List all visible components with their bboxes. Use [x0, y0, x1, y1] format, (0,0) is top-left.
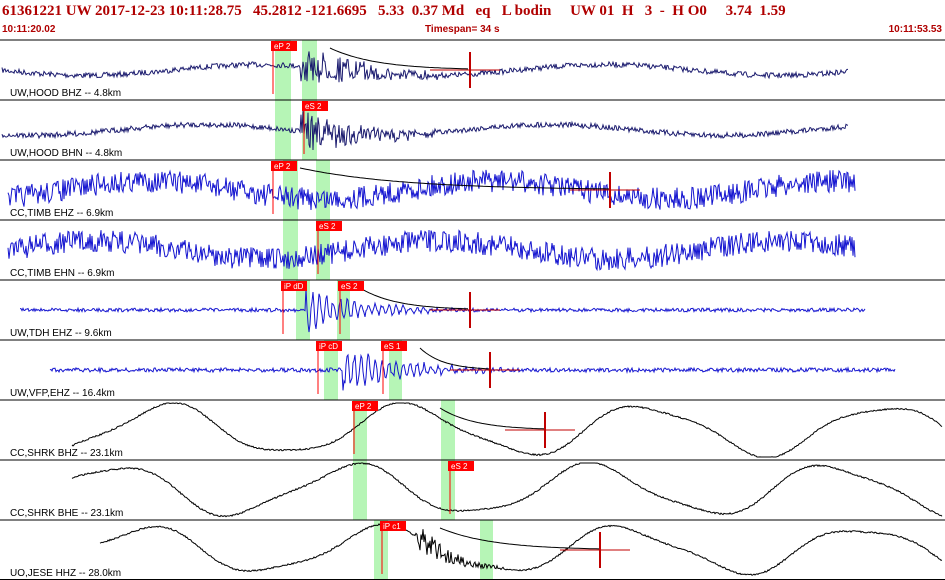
station-label: UW,TDH EHZ -- 9.6km — [10, 328, 112, 339]
trace-panel[interactable]: eS 2 CC,SHRK BHE -- 23.1km — [0, 459, 945, 520]
waveform — [71, 462, 943, 518]
station-label: CC,TIMB EHN -- 6.9km — [10, 268, 114, 279]
trace-panel[interactable]: iP dD eS 2 UW,TDH EHZ -- 9.6km — [0, 279, 945, 340]
pick-flag[interactable] — [316, 341, 342, 351]
pick-label: eP 2 — [274, 42, 291, 51]
pick-window — [480, 520, 493, 580]
pick-flag[interactable] — [338, 281, 364, 291]
station-label: CC,SHRK BHE -- 23.1km — [10, 508, 123, 519]
pick-window — [316, 220, 330, 280]
station-label: UW,VFP,EHZ -- 16.4km — [10, 388, 115, 399]
pick-window — [374, 520, 388, 580]
trace-panel[interactable]: eS 2 CC,TIMB EHN -- 6.9km — [0, 219, 945, 280]
timespan-label: Timespan= 34 s — [425, 24, 500, 35]
coda-fit-curve — [359, 287, 469, 310]
pick-label: eP 2 — [355, 402, 372, 411]
pick-window — [389, 340, 402, 400]
coda-fit-curve — [299, 167, 609, 190]
station-label: UW,HOOD BHN -- 4.8km — [10, 148, 122, 159]
waveform — [1, 51, 848, 83]
coda-fit-curve — [419, 347, 490, 370]
pick-label: eS 2 — [305, 102, 322, 111]
trace-panel[interactable]: eP 2 CC,TIMB EHZ -- 6.9km — [0, 159, 945, 220]
trace-panel[interactable]: eP 2 CC,SHRK BHZ -- 23.1km — [0, 399, 945, 460]
pick-flag[interactable] — [271, 161, 297, 171]
pick-label: eS 2 — [319, 222, 336, 231]
pick-label: eP 2 — [274, 162, 291, 171]
trace-panel[interactable]: eS 2 UW,HOOD BHN -- 4.8km — [0, 99, 945, 160]
pick-flag[interactable] — [448, 461, 474, 471]
coda-fit-curve — [329, 47, 469, 70]
waveform — [49, 353, 896, 391]
pick-flag[interactable] — [302, 101, 328, 111]
pick-window — [353, 400, 367, 460]
end-time-label: 10:11:53.53 — [888, 24, 942, 35]
pick-window — [324, 340, 338, 400]
pick-window — [316, 160, 330, 220]
pick-flag[interactable] — [281, 281, 307, 291]
pick-window — [353, 460, 367, 520]
pick-label: eS 2 — [451, 462, 468, 471]
pick-window — [283, 160, 298, 220]
station-label: CC,SHRK BHZ -- 23.1km — [10, 448, 123, 459]
waveform — [7, 169, 856, 211]
pick-window — [283, 220, 298, 280]
pick-flag[interactable] — [271, 41, 297, 51]
pick-window — [275, 40, 291, 100]
trace-panel[interactable]: iP cD eS 1 UW,VFP,EHZ -- 16.4km — [0, 339, 945, 400]
station-label: UW,HOOD BHZ -- 4.8km — [10, 88, 121, 99]
pick-flag[interactable] — [352, 401, 378, 411]
trace-panel[interactable]: eP 2 UW,HOOD BHZ -- 4.8km — [0, 39, 945, 100]
waveform — [99, 522, 943, 576]
pick-label: iP dD — [284, 282, 304, 291]
event-summary-line: 61361221 UW 2017-12-23 10:11:28.75 45.28… — [2, 3, 786, 19]
pick-label: iP cD — [319, 342, 338, 351]
start-time-label: 10:11:20.02 — [2, 24, 56, 35]
pick-label: iP c1 — [383, 522, 401, 531]
pick-flag[interactable] — [316, 221, 342, 231]
pick-window — [302, 40, 317, 100]
station-label: UO,JESE HHZ -- 28.0km — [10, 568, 121, 579]
waveform — [1, 111, 849, 151]
trace-panel[interactable]: iP c1 UO,JESE HHZ -- 28.0km — [0, 519, 945, 580]
pick-window — [441, 400, 455, 460]
pick-label: eS 2 — [341, 282, 358, 291]
pick-label: eS 1 — [384, 342, 401, 351]
pick-window — [441, 460, 455, 520]
pick-flag[interactable] — [380, 521, 406, 531]
coda-fit-curve — [439, 407, 546, 430]
waveform — [71, 402, 943, 458]
station-label: CC,TIMB EHZ -- 6.9km — [10, 208, 113, 219]
coda-fit-curve — [439, 527, 600, 550]
waveform — [7, 229, 856, 272]
pick-flag[interactable] — [381, 341, 407, 351]
